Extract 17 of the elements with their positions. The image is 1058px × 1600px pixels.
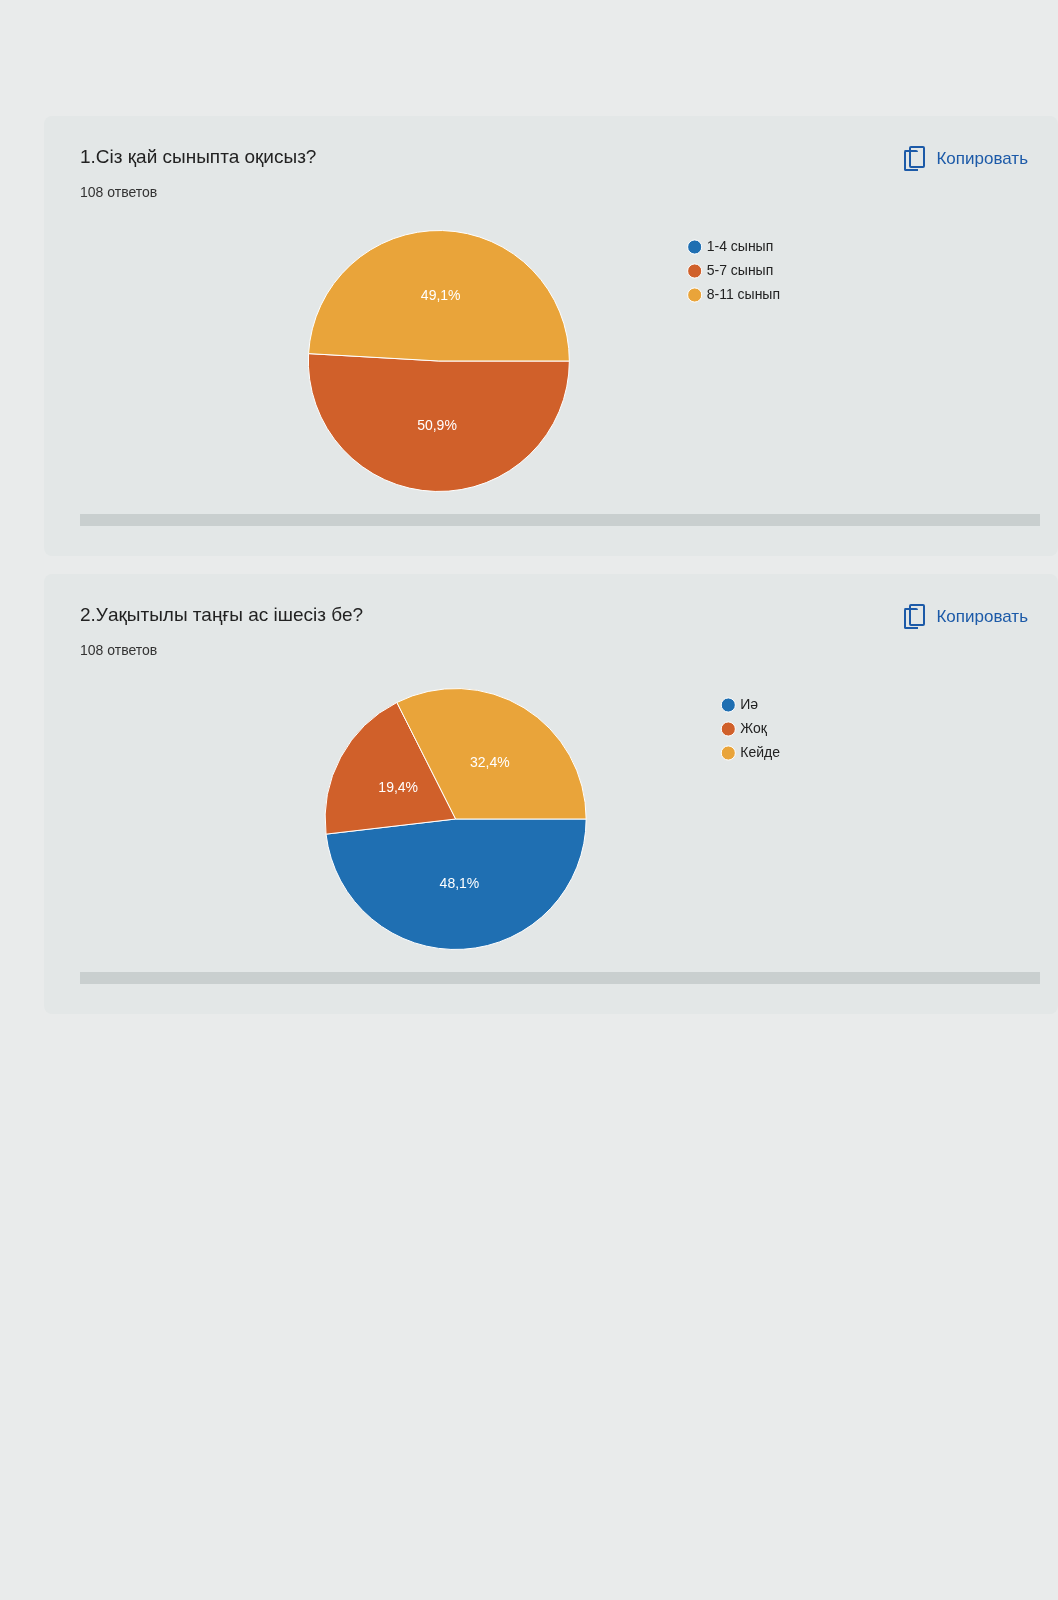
data-label: 48,1% <box>439 875 480 891</box>
data-label: 50,9% <box>417 417 457 434</box>
data-label: 49,1% <box>420 286 461 303</box>
chart-title: 2.Уақытылы таңғы ас ішесіз бе? <box>80 604 364 626</box>
data-label: 19,4% <box>378 778 419 795</box>
text: Копировать <box>936 607 1028 627</box>
legend-label: Жоқ <box>740 719 768 736</box>
data-label: 32,4% <box>470 754 510 771</box>
legend-label: 1-4 сынып <box>706 237 774 254</box>
chart-title: 1.Сіз қай сыныпта оқисыз? <box>80 146 317 168</box>
legend-label: 8-11 сынып <box>706 285 780 302</box>
text: 108 ответов <box>80 642 158 658</box>
legend-label: 5-7 сынып <box>706 261 774 278</box>
legend-label: Кейде <box>740 743 781 760</box>
text: Копировать <box>936 149 1028 169</box>
text: 108 ответов <box>80 184 158 200</box>
legend-label: Иә <box>740 695 759 712</box>
